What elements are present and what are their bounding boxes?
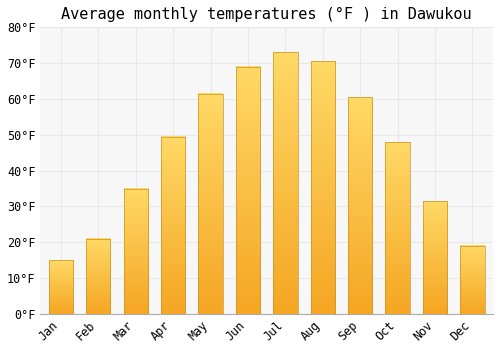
Title: Average monthly temperatures (°F ) in Dawukou: Average monthly temperatures (°F ) in Da… [62, 7, 472, 22]
